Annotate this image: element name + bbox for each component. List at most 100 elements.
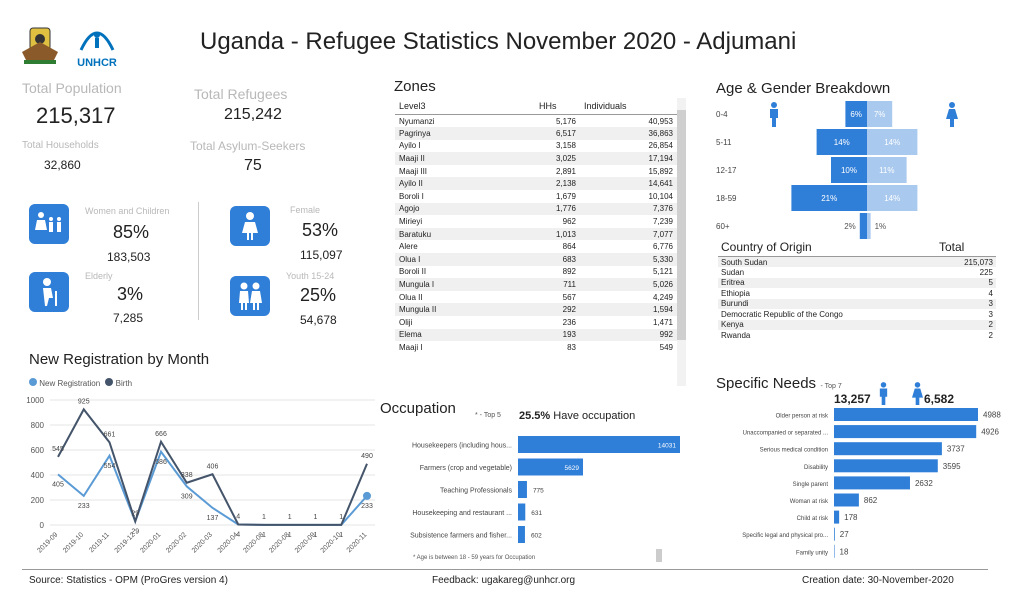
country-name: Rwanda bbox=[721, 330, 751, 340]
country-header-total[interactable]: Total bbox=[936, 238, 996, 257]
zone-name: Baratuku bbox=[395, 227, 535, 241]
zones-header-hhs[interactable]: HHs bbox=[535, 98, 580, 115]
specific-female-icon bbox=[912, 382, 923, 405]
zones-header-individuals[interactable]: Individuals bbox=[580, 98, 677, 115]
total-population-value: 215,317 bbox=[36, 103, 116, 128]
country-row[interactable]: Eritrea 5 bbox=[718, 277, 996, 288]
zone-row[interactable]: Olua I 683 5,330 bbox=[395, 253, 677, 266]
specific-needs-category-label: Unaccompanied or separated ... bbox=[743, 431, 829, 437]
x-tick-label: 2020-01 bbox=[139, 531, 162, 554]
zone-row[interactable]: Boroli I 1,679 10,104 bbox=[395, 190, 677, 203]
occupation-title: Occupation bbox=[380, 400, 456, 417]
country-row[interactable]: South Sudan 215,073 bbox=[718, 256, 996, 267]
zone-hhs: 2,891 bbox=[555, 166, 576, 176]
zone-row[interactable]: Pagrinya 6,517 36,863 bbox=[395, 127, 677, 140]
data-label: 1 bbox=[262, 532, 266, 539]
youth-icon bbox=[230, 276, 270, 316]
country-row[interactable]: Kenya 2 bbox=[718, 319, 996, 330]
zone-name: Mungula II bbox=[395, 303, 535, 316]
female-bar bbox=[867, 157, 907, 183]
data-label: 233 bbox=[78, 503, 90, 510]
zone-name: Boroli II bbox=[399, 267, 427, 277]
specific-needs-category-label: Disability bbox=[804, 465, 828, 471]
occupation-category-label: Teaching Professionals bbox=[440, 488, 512, 495]
male-value-label: 6% bbox=[850, 110, 862, 119]
country-row[interactable]: Burundi 3 bbox=[718, 298, 996, 309]
data-point bbox=[363, 491, 371, 500]
zone-row[interactable]: Nyumanzi 5,176 40,953 bbox=[395, 115, 677, 128]
zone-individuals: 5,121 bbox=[652, 267, 673, 277]
women-children-pct: 85% bbox=[113, 222, 150, 242]
specific-needs-chart: Older person at risk 4988 Unaccompanied or… bbox=[742, 408, 1001, 558]
zone-row[interactable]: Mirieyi 962 7,239 bbox=[395, 215, 677, 228]
country-row[interactable]: Rwanda 2 bbox=[718, 330, 996, 341]
unhcr-logo: UNHCR bbox=[70, 22, 124, 69]
zone-row[interactable]: Maaji II 3,025 17,194 bbox=[395, 152, 677, 165]
country-row[interactable]: Sudan 225 bbox=[718, 267, 996, 278]
legend-birth-marker bbox=[105, 378, 114, 386]
specific-needs-category-label: Woman at risk bbox=[790, 499, 829, 505]
data-label: 1 bbox=[314, 532, 318, 539]
zone-row[interactable]: Alere 864 6,776 bbox=[395, 240, 677, 253]
data-label: 1 bbox=[288, 532, 292, 539]
specific-needs-bar bbox=[834, 527, 835, 541]
zone-name: Alere bbox=[399, 242, 418, 252]
country-row[interactable]: Ethiopia 4 bbox=[718, 288, 996, 299]
footer-divider bbox=[22, 569, 988, 570]
female-value-label: 14% bbox=[884, 194, 900, 203]
zone-hhs: 567 bbox=[562, 292, 576, 302]
country-total: 2 bbox=[988, 330, 993, 340]
zone-hhs: 193 bbox=[535, 328, 580, 342]
zone-row[interactable]: Maaji I 83 549 bbox=[395, 341, 677, 354]
zone-row[interactable]: Ayilo I 3,158 26,854 bbox=[395, 140, 677, 153]
female-value-label: 11% bbox=[879, 166, 894, 175]
male-bar bbox=[791, 185, 867, 211]
zone-row[interactable]: Olua II 567 4,249 bbox=[395, 291, 677, 304]
y-tick-label: 600 bbox=[31, 446, 45, 455]
occupation-scrollbar[interactable] bbox=[656, 549, 662, 562]
zone-name: Elema bbox=[395, 328, 535, 342]
zone-individuals: 15,892 bbox=[648, 166, 673, 176]
x-tick-label: 2019-11 bbox=[88, 531, 111, 554]
data-label: 406 bbox=[207, 463, 219, 470]
zone-hhs: 6,517 bbox=[535, 127, 580, 140]
specific-needs-category-label: Older person at risk bbox=[776, 414, 829, 420]
y-tick-label: 800 bbox=[31, 421, 45, 430]
zone-row[interactable]: Agojo 1,776 7,376 bbox=[395, 202, 677, 216]
zone-row[interactable]: Elema 193 992 bbox=[395, 328, 677, 342]
occupation-bar bbox=[518, 503, 526, 521]
occupation-chart: Housekeepers (including hous... 14031 Farm… bbox=[410, 436, 680, 543]
specific-needs-value-label: 3595 bbox=[943, 462, 961, 471]
zone-row[interactable]: Oliji 236 1,471 bbox=[395, 316, 677, 329]
zones-scrollbar[interactable] bbox=[677, 98, 686, 386]
zone-name: Maaji I bbox=[399, 342, 423, 352]
occupation-top-label: * - Top 5 bbox=[475, 412, 501, 419]
zone-row[interactable]: Ayilo II 2,138 14,641 bbox=[395, 177, 677, 191]
zones-scrollbar-thumb[interactable] bbox=[677, 110, 686, 340]
zone-individuals: 1,594 bbox=[580, 303, 677, 316]
registration-legend: New Registration Birth bbox=[29, 378, 132, 388]
country-table-wrap[interactable]: Country of Origin Total South Sudan 215,0… bbox=[718, 238, 996, 341]
male-bar bbox=[845, 101, 867, 127]
data-label: 29 bbox=[131, 528, 139, 535]
zones-header-level3[interactable]: Level3 bbox=[395, 98, 535, 115]
zones-table-wrap[interactable]: Level3 HHs Individuals Nyumanzi 5,176 40,9… bbox=[395, 98, 687, 390]
male-figure-icon bbox=[770, 102, 778, 127]
zone-row[interactable]: Boroli II 892 5,121 bbox=[395, 266, 677, 279]
zone-row[interactable]: Baratuku 1,013 7,077 bbox=[395, 227, 677, 241]
zone-name: Nyumanzi bbox=[399, 116, 435, 126]
zone-row[interactable]: Mungula I 711 5,026 bbox=[395, 278, 677, 291]
occupation-footnote: * Age is between 18 - 59 years for Occup… bbox=[413, 555, 536, 561]
zone-row[interactable]: Maaji III 2,891 15,892 bbox=[395, 165, 677, 178]
specific-needs-category-label: Family unity bbox=[796, 550, 828, 556]
age-gender-chart: 0-4 6% 7% 5-11 14% 14% 12-17 10% 11% 18-59 21% 14% 6… bbox=[716, 101, 918, 239]
data-label: 1 bbox=[288, 514, 292, 521]
country-row[interactable]: Democratic Republic of the Congo 3 bbox=[718, 309, 996, 320]
zone-individuals: 5,026 bbox=[580, 278, 677, 291]
x-tick-label: 2020-11 bbox=[346, 531, 369, 554]
male-value-label: 2% bbox=[844, 222, 856, 231]
zone-row[interactable]: Mungula II 292 1,594 bbox=[395, 303, 677, 316]
zone-individuals: 4,249 bbox=[652, 292, 673, 302]
zone-hhs: 892 bbox=[562, 267, 576, 277]
country-header-origin[interactable]: Country of Origin bbox=[718, 238, 936, 257]
